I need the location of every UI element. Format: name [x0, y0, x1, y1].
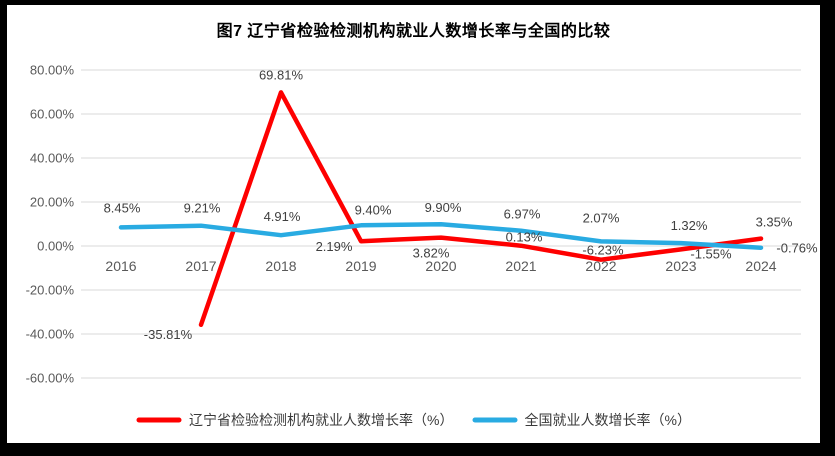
data-label: -0.76% — [776, 241, 818, 256]
legend-line-swatch — [136, 417, 182, 423]
data-label: 2.07% — [583, 210, 620, 225]
chart-canvas: 图7 辽宁省检验检测机构就业人数增长率与全国的比较 80.00% 60.00% 40… — [7, 5, 820, 443]
legend-label: 全国就业人数增长率（%） — [524, 412, 691, 428]
plot-area: 80.00% 60.00% 40.00% 20.00% 0.00% -20.00% -40.… — [26, 63, 818, 386]
x-axis-tick-label: 2022 — [585, 258, 616, 274]
data-label: 8.45% — [104, 200, 141, 215]
y-axis-tick-label: 80.00% — [30, 63, 75, 78]
x-axis-tick-label: 2017 — [185, 258, 216, 274]
legend-label: 辽宁省检验检测机构就业人数增长率（%） — [189, 412, 454, 428]
chart-legend: 辽宁省检验检测机构就业人数增长率（%） 全国就业人数增长率（%） — [7, 407, 820, 433]
x-axis-tick-label: 2020 — [425, 258, 456, 274]
x-axis-tick-label: 2024 — [745, 258, 776, 274]
x-axis-tick-label: 2016 — [105, 258, 136, 274]
data-label: 6.97% — [504, 207, 541, 222]
series-line-national — [118, 221, 764, 250]
data-label: 9.40% — [355, 202, 392, 217]
data-label: 4.91% — [264, 209, 301, 224]
y-axis-tick-label: 60.00% — [30, 107, 75, 122]
y-axis-tick-label: 40.00% — [30, 151, 75, 166]
y-axis-tick-label: -40.00% — [26, 327, 75, 342]
data-label: -6.23% — [582, 243, 624, 258]
legend-line-swatch — [472, 417, 517, 423]
data-label: -35.81% — [144, 327, 193, 342]
y-axis-tick-label: 20.00% — [30, 195, 75, 210]
data-label: -1.55% — [690, 246, 732, 261]
data-label: 69.81% — [259, 67, 304, 82]
y-axis-tick-label: -60.00% — [26, 371, 75, 386]
data-label: 2.19% — [316, 239, 353, 254]
x-axis-tick-label: 2019 — [345, 258, 376, 274]
data-label: 3.35% — [756, 215, 793, 230]
legend-item-national: 全国就业人数增长率（%） — [472, 410, 691, 430]
data-label: 9.90% — [425, 200, 462, 215]
x-axis-tick-label: 2018 — [265, 258, 296, 274]
data-label: 9.21% — [184, 201, 221, 216]
chart-title: 图7 辽宁省检验检测机构就业人数增长率与全国的比较 — [216, 23, 611, 40]
y-axis-tick-label: 0.00% — [37, 239, 74, 254]
y-axis-tick-label: -20.00% — [26, 283, 75, 298]
data-label: 1.32% — [671, 218, 708, 233]
data-label: 3.82% — [413, 246, 450, 261]
legend-item-liaoning: 辽宁省检验检测机构就业人数增长率（%） — [136, 410, 454, 430]
x-axis-tick-label: 2023 — [665, 258, 696, 274]
series-line-liaoning — [198, 90, 764, 328]
x-axis-tick-label: 2021 — [505, 258, 536, 274]
data-label: 0.13% — [506, 230, 543, 245]
